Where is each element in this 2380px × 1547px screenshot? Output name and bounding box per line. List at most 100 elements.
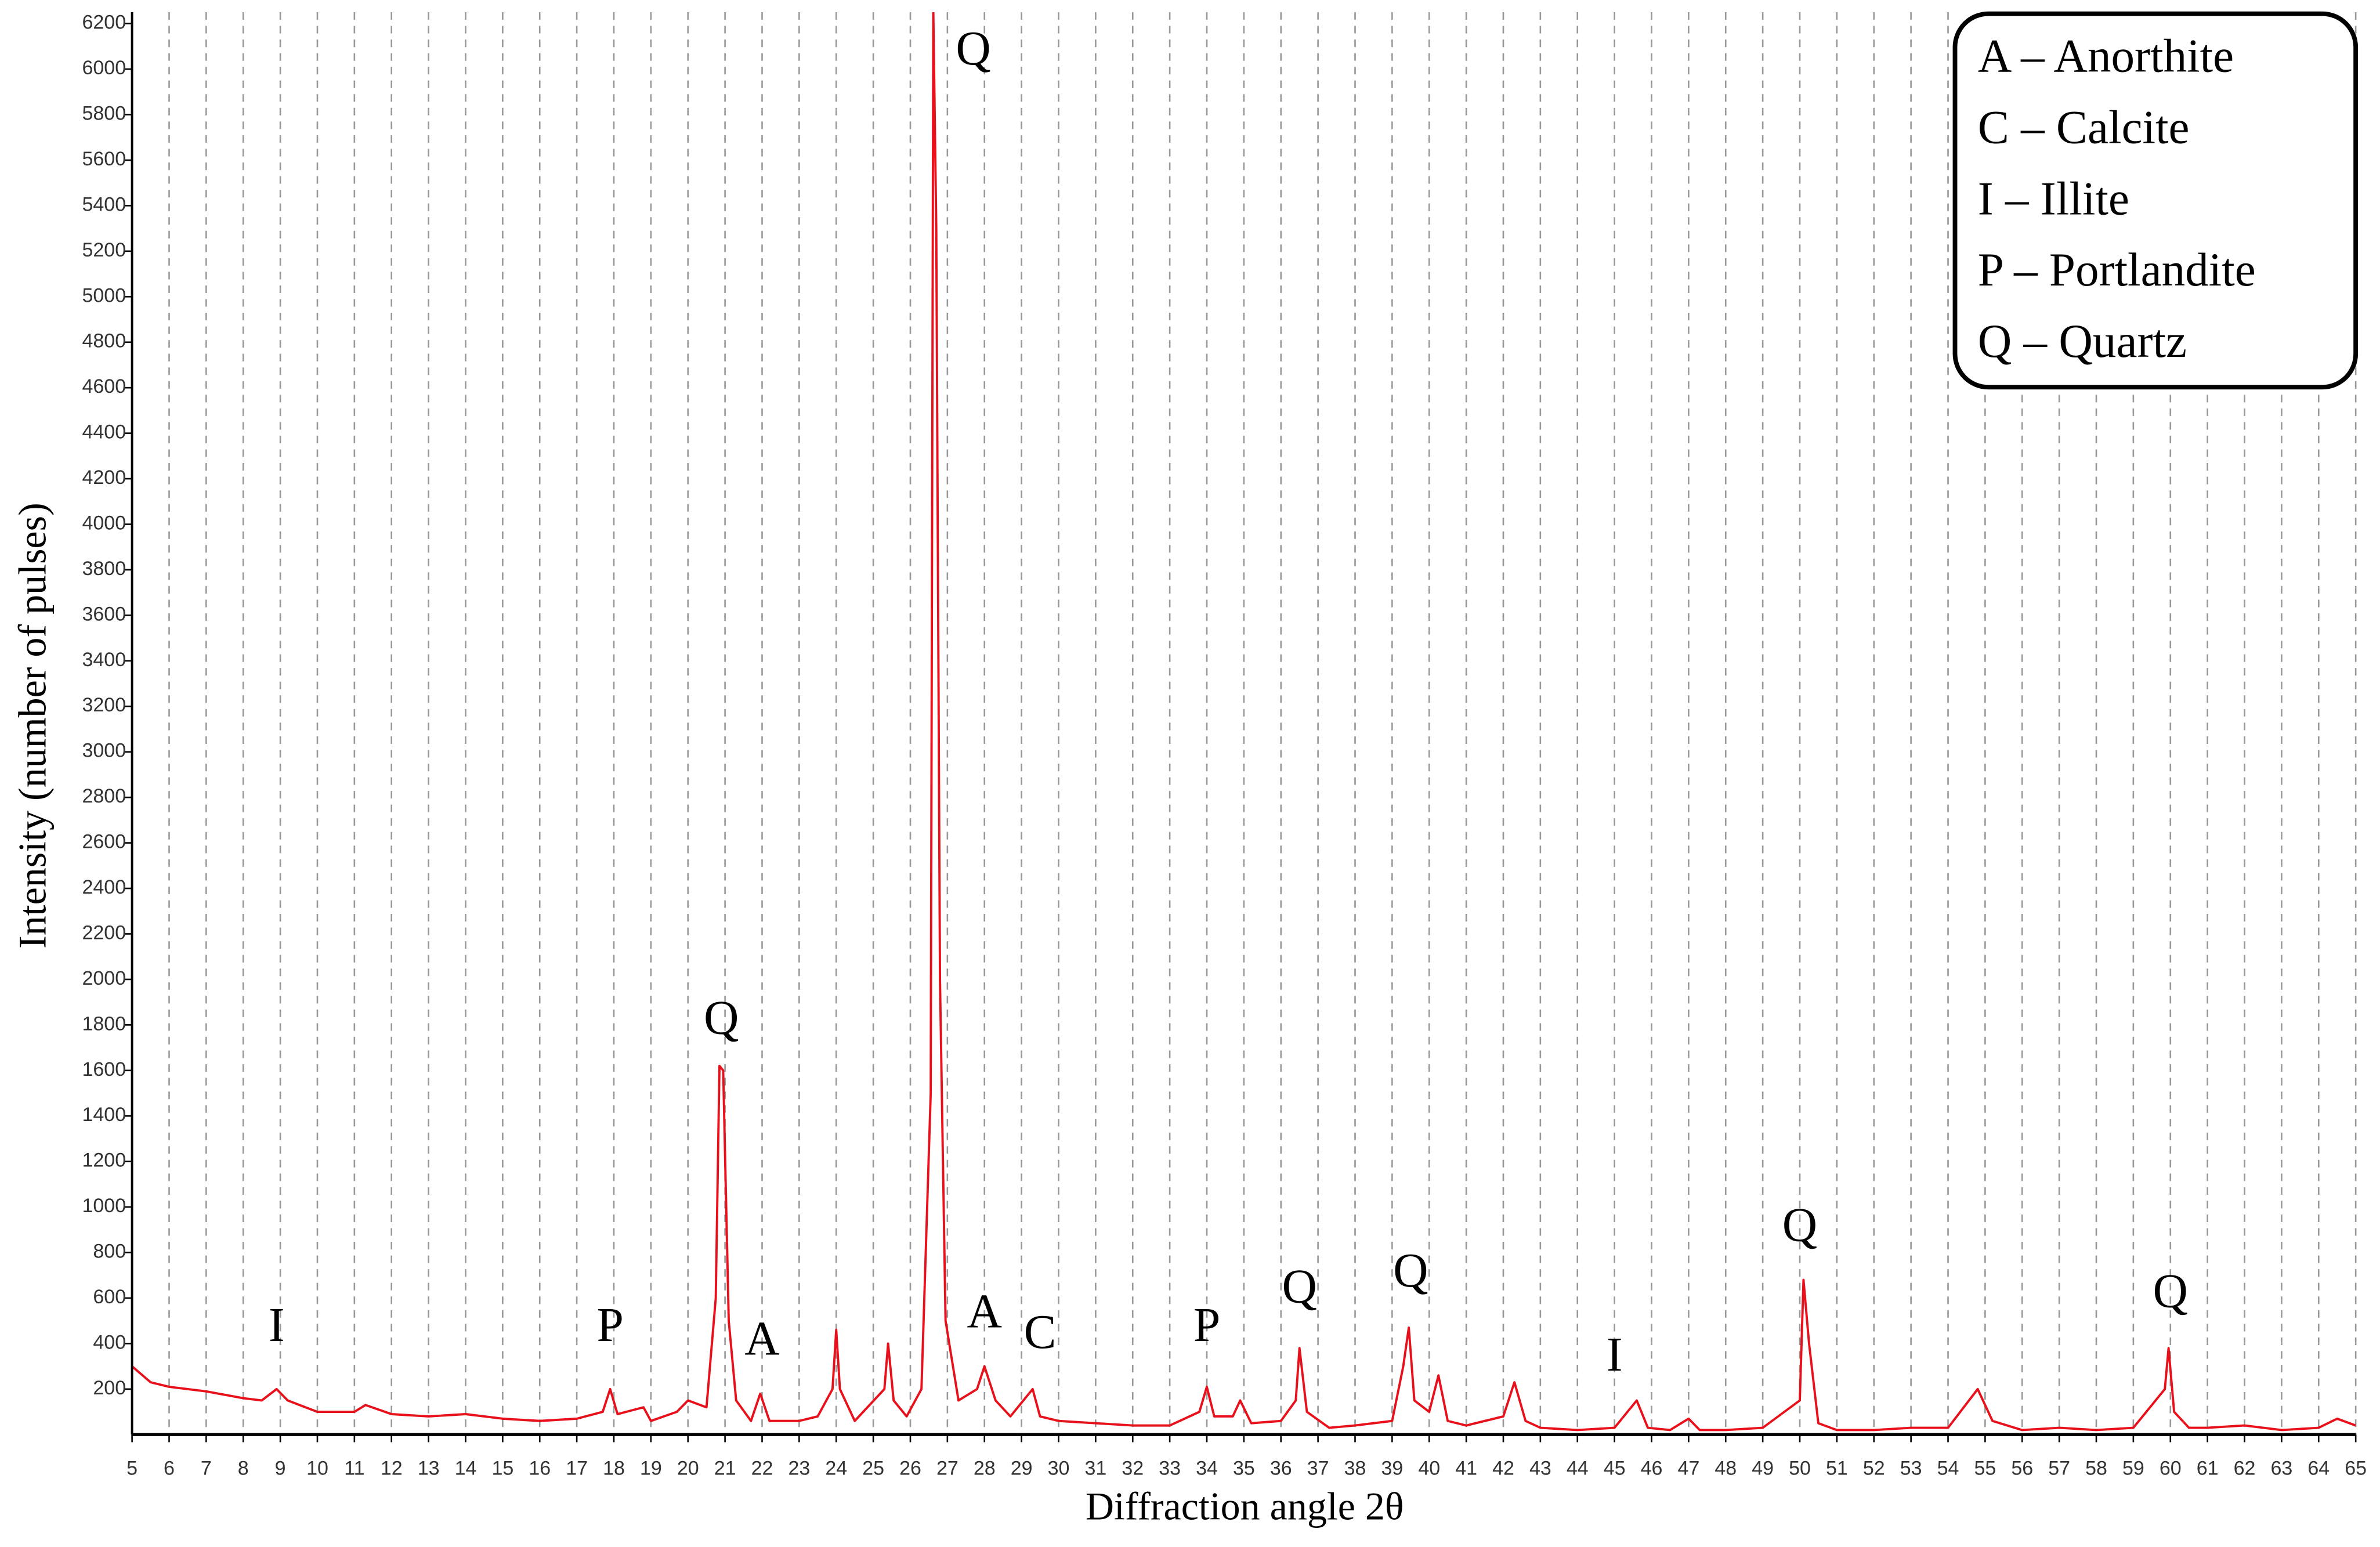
x-tick-label: 49 [1752,1457,1774,1479]
x-tick-label: 48 [1715,1457,1737,1479]
x-tick-label: 14 [455,1457,477,1479]
x-tick-label: 17 [566,1457,588,1479]
x-tick-label: 28 [974,1457,996,1479]
x-tick-label: 34 [1196,1457,1218,1479]
x-tick-label: 46 [1641,1457,1663,1479]
peak-annotation: P [1193,1298,1221,1352]
x-tick-label: 13 [418,1457,440,1479]
x-tick-label: 32 [1122,1457,1144,1479]
peak-annotation: Q [1782,1198,1817,1252]
x-tick-label: 27 [936,1457,958,1479]
x-tick-label: 43 [1529,1457,1551,1479]
x-tick-label: 65 [2345,1457,2367,1479]
x-tick-label: 53 [1900,1457,1922,1479]
x-tick-label: 56 [2011,1457,2033,1479]
peak-annotation: A [744,1312,779,1366]
x-tick-label: 8 [238,1457,249,1479]
legend-entry: I – Illite [1978,172,2129,225]
x-tick-label: 18 [603,1457,625,1479]
y-tick-label: 3600 [82,603,126,625]
y-tick-label: 400 [93,1331,126,1353]
x-tick-label: 21 [714,1457,736,1479]
y-tick-label: 5800 [82,103,126,125]
x-tick-label: 61 [2197,1457,2219,1479]
x-tick-label: 57 [2048,1457,2070,1479]
x-tick-label: 12 [381,1457,403,1479]
y-tick-label: 4000 [82,512,126,534]
y-tick-label: 1200 [82,1150,126,1172]
x-tick-label: 40 [1418,1457,1440,1479]
labels: 5 6 7 8 9 10 11 12 13 14 15 16 17 18 19 20 21 22 23 24 25 26 2… [82,12,2367,1480]
peak-annotation: Q [2153,1264,2188,1318]
legend-entry: A – Anorthite [1978,30,2234,82]
peak-annotation: C [1024,1305,1057,1359]
peak-annotation: Q [1282,1259,1316,1313]
x-axis-title: Diffraction angle 2θ [1086,1484,1404,1528]
x-tick-label: 22 [751,1457,773,1479]
legend-entry: P – Portlandite [1978,244,2256,296]
y-tick-label: 2400 [82,876,126,898]
x-tick-label: 52 [1863,1457,1885,1479]
x-tick-label: 45 [1604,1457,1626,1479]
y-tick-label: 4200 [82,467,126,489]
y-tick-label: 5200 [82,239,126,261]
x-tick-label: 54 [1937,1457,1959,1479]
x-tick-label: 51 [1826,1457,1848,1479]
x-tick-label: 16 [529,1457,551,1479]
y-tick-label: 2000 [82,967,126,989]
x-tick-label: 9 [275,1457,286,1479]
x-tick-label: 62 [2234,1457,2256,1479]
y-tick-label: 5000 [82,284,126,306]
x-tick-label: 5 [126,1457,138,1479]
legend: A – Anorthite C – Calcite I – Illite P – Po… [1978,30,2256,367]
peak-annotation: I [269,1298,285,1352]
x-tick-label: 55 [1974,1457,1996,1479]
y-tick-label: 6200 [82,12,126,34]
y-tick-label: 800 [93,1241,126,1263]
legend-box [1952,11,2359,390]
x-tick-label: 33 [1159,1457,1181,1479]
x-tick-label: 26 [899,1457,921,1479]
y-tick-label: 6000 [82,57,126,79]
y-tick-label: 1400 [82,1104,126,1126]
y-tick-label: 1600 [82,1058,126,1080]
x-tick-label: 24 [825,1457,847,1479]
y-tick-label: 5400 [82,193,126,215]
y-tick-label: 1800 [82,1013,126,1035]
y-tick-label: 4800 [82,330,126,352]
y-axis-title: Intensity (number of pulses) [10,503,54,949]
x-tick-label: 42 [1492,1457,1514,1479]
legend-entry: C – Calcite [1978,101,2190,153]
x-tick-label: 36 [1270,1457,1292,1479]
x-tick-label: 58 [2085,1457,2107,1479]
x-tick-label: 39 [1381,1457,1403,1479]
x-tick-label: 23 [788,1457,810,1479]
x-tick-label: 10 [306,1457,328,1479]
x-tick-label: 35 [1233,1457,1255,1479]
y-tick-label: 1000 [82,1195,126,1217]
legend-entry: Q – Quartz [1978,315,2187,367]
peak-annotation: I [1607,1328,1623,1382]
x-tick-label: 19 [640,1457,662,1479]
plot-area [132,12,2356,1432]
x-tick-label: 47 [1677,1457,1699,1479]
x-tick-label: 41 [1455,1457,1477,1479]
x-tick-label: 7 [201,1457,212,1479]
x-tick-label: 20 [677,1457,699,1479]
x-tick-label: 6 [164,1457,175,1479]
peak-annotation: A [967,1285,1002,1339]
x-tick-label: 50 [1789,1457,1811,1479]
x-tick-label: 63 [2270,1457,2292,1479]
peak-annotation: P [596,1298,624,1352]
x-tick-label: 11 [344,1457,364,1479]
y-tick-label: 600 [93,1286,126,1308]
y-tick-label: 2200 [82,921,126,944]
x-tick-label: 29 [1011,1457,1033,1479]
spectrum-line [132,12,2356,1432]
peak-annotation: Q [956,21,990,75]
y-tick-label: 4400 [82,421,126,443]
y-tick-label: 3000 [82,740,126,762]
x-tick-label: 37 [1307,1457,1329,1479]
y-tick-label: 3400 [82,649,126,671]
